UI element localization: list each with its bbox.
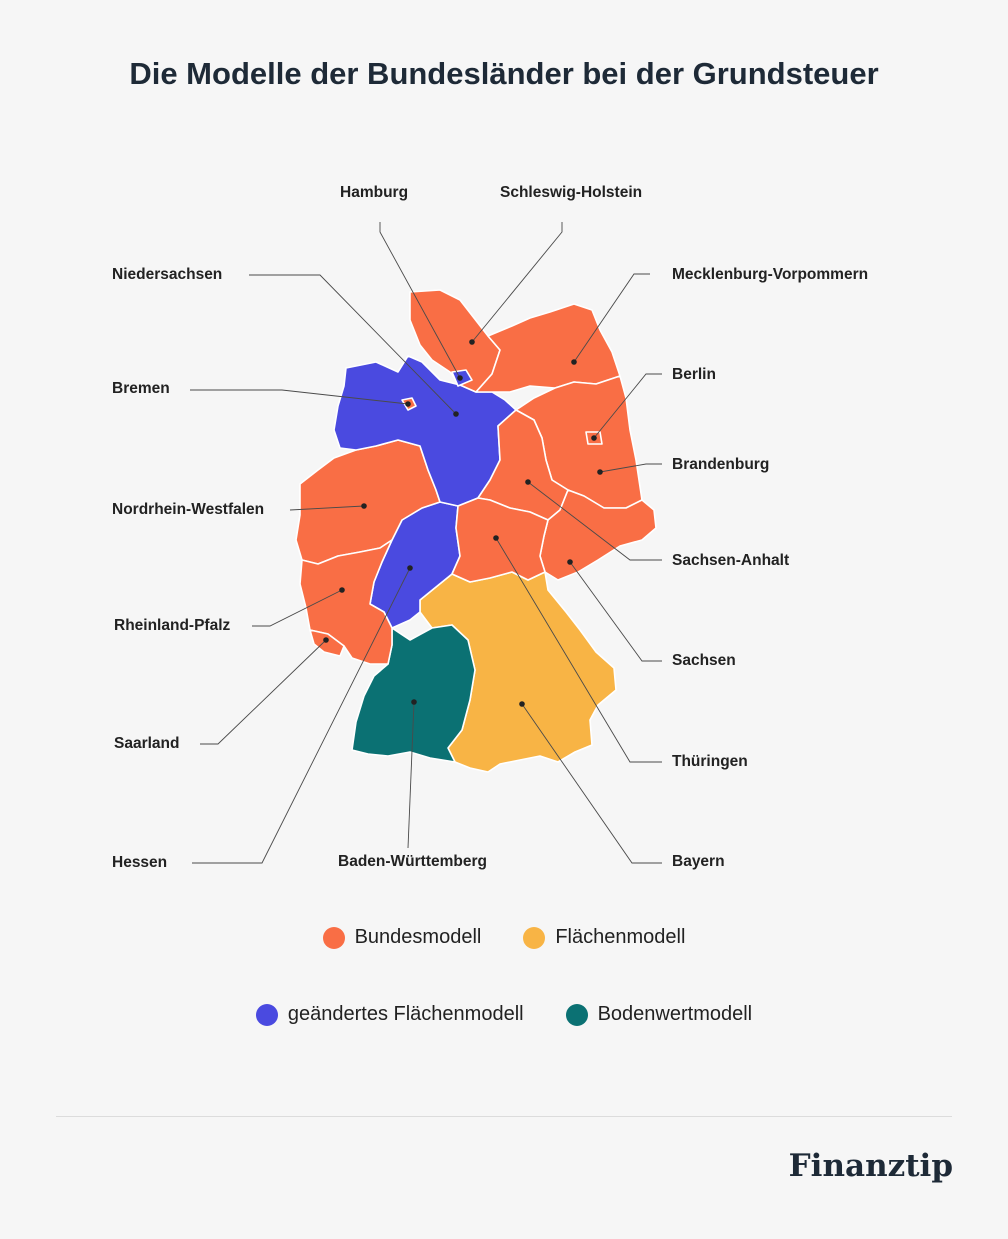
label-nordrhein-westfalen: Nordrhein-Westfalen <box>112 501 265 518</box>
legend-item: Bundesmodell <box>322 926 482 949</box>
label-mecklenburg-vorpommern: Mecklenburg-Vorpommern <box>672 266 869 283</box>
label-sachsen-anhalt: Sachsen-Anhalt <box>672 552 790 569</box>
legend-row-2: geändertes Flächenmodell Bodenwertmodell <box>0 1003 1008 1026</box>
legend-swatch <box>565 1003 588 1026</box>
label-brandenburg: Brandenburg <box>672 456 770 473</box>
state-baden-wuerttemberg[interactable] <box>351 624 476 763</box>
label-berlin: Berlin <box>672 366 716 383</box>
label-thueringen: Thüringen <box>672 753 748 770</box>
label-hamburg: Hamburg <box>340 184 409 201</box>
germany-map: Hamburg Schleswig-Holstein Niedersachsen… <box>112 184 869 871</box>
legend-item: Flächenmodell <box>523 926 685 949</box>
label-bremen: Bremen <box>112 380 170 397</box>
legend-item: geändertes Flächenmodell <box>255 1003 524 1026</box>
label-hessen: Hessen <box>112 854 168 871</box>
legend-label: Bodenwertmodell <box>597 1003 753 1025</box>
page-title: Die Modelle der Bundesländer bei der Gru… <box>129 56 879 91</box>
state-thueringen[interactable] <box>451 497 549 583</box>
legend-row-1: Bundesmodell Flächenmodell <box>0 926 1008 949</box>
state-mecklenburg-vorpommern[interactable] <box>475 303 621 393</box>
state-saarland[interactable] <box>309 629 345 657</box>
label-saarland: Saarland <box>114 735 180 752</box>
label-bayern: Bayern <box>672 853 725 870</box>
legend-label: geändertes Flächenmodell <box>287 1003 524 1025</box>
label-sachsen: Sachsen <box>672 652 736 669</box>
finanztip-logo: Finanztip <box>788 1148 953 1184</box>
legend-swatch <box>255 1003 278 1026</box>
legend-item: Bodenwertmodell <box>565 1003 753 1026</box>
label-schleswig-holstein: Schleswig-Holstein <box>500 184 643 201</box>
legend-label: Flächenmodell <box>555 926 686 948</box>
label-baden-wuerttemberg: Baden-Württemberg <box>338 853 487 870</box>
legend-label: Bundesmodell <box>354 926 482 948</box>
leader-dots <box>323 339 603 707</box>
leader-lines <box>190 222 662 864</box>
map-svg <box>190 222 662 864</box>
legend-swatch <box>523 926 546 949</box>
label-rheinland-pfalz: Rheinland-Pfalz <box>114 617 231 634</box>
footer-divider <box>56 1116 952 1117</box>
legend-swatch <box>322 926 345 949</box>
label-niedersachsen: Niedersachsen <box>112 266 223 283</box>
